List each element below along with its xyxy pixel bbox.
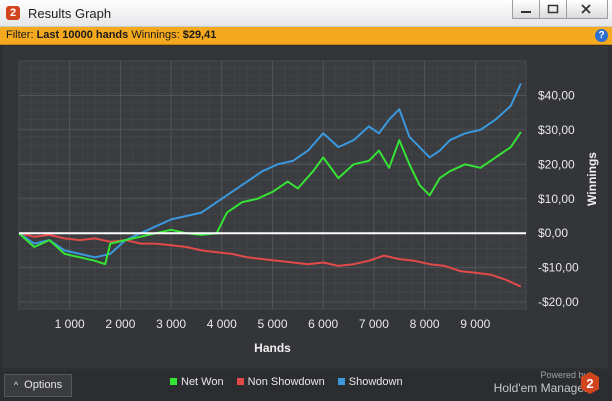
maximize-button[interactable] (539, 0, 567, 19)
x-tick-label: 1 000 (55, 317, 85, 331)
series-line-net-won (18, 131, 522, 266)
x-tick-label: 5 000 (257, 317, 287, 331)
x-axis-label: Hands (254, 341, 291, 355)
legend-label-non-showdown: Non Showdown (247, 376, 325, 388)
holdem-manager-logo-icon: 2 (581, 372, 599, 394)
results-chart: 1 000 2 000 3 000 4 000 5 000 6 000 7 000 8 000… (18, 60, 599, 355)
minimize-icon (521, 11, 531, 13)
legend-showdown[interactable]: Showdown (337, 376, 403, 388)
filter-summary: Filter: Last 10000 hands Winnings: $29,4… (6, 27, 216, 44)
x-tick-label: 3 000 (156, 317, 186, 331)
filter-value[interactable]: Last 10000 hands (36, 29, 129, 41)
bottom-bar: ^ Options Net Won Non Showdown Showdown P… (0, 370, 612, 401)
filter-prefix: Filter: (6, 29, 34, 41)
x-tick-label: 9 000 (460, 317, 490, 331)
powered-by-text: Powered by (540, 370, 588, 380)
y-tick-label: -$10,00 (538, 261, 579, 275)
options-label: Options (24, 379, 63, 391)
series-line-showdown (18, 82, 522, 259)
title-bar[interactable]: 2 Results Graph (0, 0, 612, 27)
options-button[interactable]: ^ Options (4, 374, 72, 397)
chevron-up-icon: ^ (13, 380, 19, 390)
winnings-label: Winnings: (131, 29, 180, 41)
x-tick-label: 7 000 (359, 317, 389, 331)
y-tick-label: $40,00 (538, 88, 575, 102)
winnings-value: $29,41 (182, 29, 217, 41)
y-tick-label: $30,00 (538, 123, 575, 137)
chart-legend: Net Won Non Showdown Showdown (170, 376, 413, 388)
brand-name: Hold'em Manager (493, 381, 588, 395)
results-chart-area: 1 000 2 000 3 000 4 000 5 000 6 000 7 000 8 000… (3, 46, 608, 368)
y-axis-label: Winnings (585, 152, 599, 206)
legend-label-showdown: Showdown (348, 376, 403, 388)
close-button[interactable] (566, 0, 608, 19)
legend-swatch-non-showdown (236, 377, 244, 385)
y-tick-label: $20,00 (538, 157, 575, 171)
x-tick-label: 6 000 (308, 317, 338, 331)
logo-text: 2 (586, 376, 593, 391)
legend-swatch-showdown (337, 377, 345, 385)
help-icon[interactable]: ? (595, 29, 608, 42)
y-tick-label: -$20,00 (538, 295, 579, 309)
legend-label-net-won: Net Won (181, 376, 224, 388)
brand-block: Powered by Hold'em Manager (493, 370, 588, 395)
maximize-icon (547, 4, 559, 14)
x-tick-label: 4 000 (207, 317, 237, 331)
minimize-button[interactable] (512, 0, 540, 19)
legend-swatch-net-won (170, 377, 177, 385)
y-tick-label: $10,00 (538, 192, 575, 206)
x-tick-label: 8 000 (410, 317, 440, 331)
legend-net-won[interactable]: Net Won (170, 376, 224, 388)
app-logo-icon: 2 (6, 6, 20, 20)
series-line-non-showdown (18, 232, 522, 288)
legend-non-showdown[interactable]: Non Showdown (236, 376, 325, 388)
x-tick-label: 2 000 (105, 317, 135, 331)
close-icon (581, 4, 591, 14)
window-title: Results Graph (28, 6, 112, 21)
filter-bar: Filter: Last 10000 hands Winnings: $29,4… (0, 27, 612, 45)
y-tick-label: $0,00 (538, 226, 568, 240)
